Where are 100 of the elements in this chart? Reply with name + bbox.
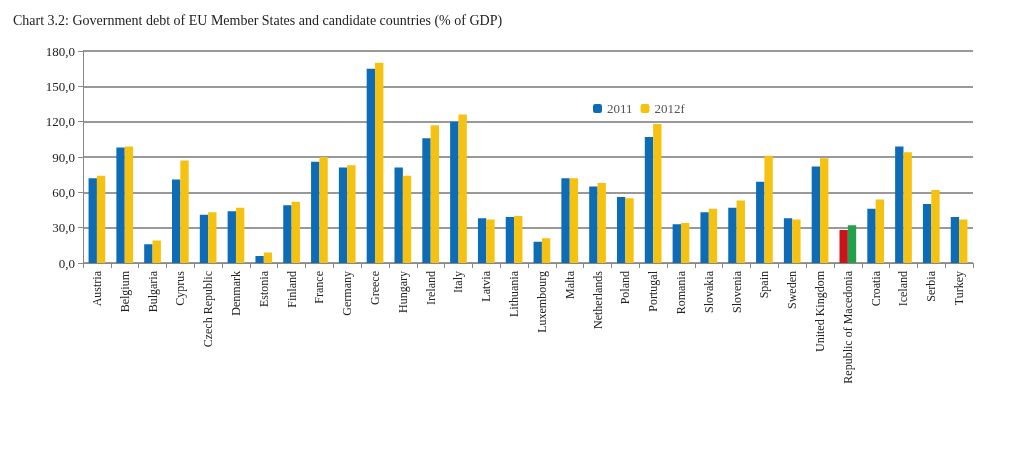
- bar: [477, 218, 487, 263]
- bar: [922, 204, 932, 263]
- bar: [514, 215, 523, 263]
- x-tick-label: Bulgaria: [145, 270, 160, 313]
- x-tick-label: Netherlands: [590, 270, 605, 329]
- bar: [430, 125, 439, 263]
- bar: [700, 212, 709, 263]
- bar: [680, 222, 690, 263]
- bar: [728, 207, 737, 263]
- x-tick-label: Iceland: [896, 271, 911, 307]
- bar: [625, 198, 634, 263]
- bar: [422, 138, 431, 263]
- x-tick-label: Luxembourg: [534, 271, 549, 333]
- bar: [347, 165, 356, 263]
- bar: [811, 166, 821, 263]
- bar: [847, 225, 857, 263]
- bar: [283, 205, 292, 263]
- x-tick-label: Germany: [340, 271, 355, 316]
- x-tick-label: Czech Republic: [201, 271, 216, 348]
- bar: [263, 252, 273, 263]
- bar: [199, 214, 209, 263]
- y-tick-label: 150,0: [45, 78, 75, 94]
- bar: [617, 197, 626, 263]
- x-tick-label: United Kingdom: [813, 270, 828, 352]
- bar: [505, 217, 515, 263]
- bar: [589, 186, 598, 263]
- x-tick-label: Cyprus: [173, 270, 188, 306]
- bar: [736, 200, 745, 263]
- bar: [255, 255, 264, 263]
- bar: [88, 178, 97, 263]
- bar: [144, 244, 153, 263]
- bar: [895, 146, 904, 263]
- x-tick-label: Spain: [757, 271, 772, 299]
- x-tick-label: Sweden: [785, 271, 800, 309]
- bar: [903, 152, 912, 263]
- x-tick-label: Portugal: [646, 270, 661, 312]
- bar: [561, 178, 570, 263]
- y-tick-label: 120,0: [45, 114, 75, 130]
- x-tick-label: Austria: [89, 270, 104, 307]
- bar: [402, 175, 412, 263]
- bar: [486, 219, 495, 263]
- x-tick-label: France: [312, 271, 327, 304]
- x-tick-label: Romania: [673, 270, 688, 315]
- x-tick-label: Finland: [284, 271, 299, 308]
- bar: [319, 157, 328, 263]
- bar: [792, 219, 801, 263]
- bar: [311, 161, 320, 263]
- bar: [959, 219, 968, 263]
- x-tick-label: Poland: [618, 271, 633, 305]
- bar: [708, 208, 718, 263]
- bar: [597, 182, 606, 263]
- bar: [375, 62, 384, 263]
- bar: [291, 201, 300, 263]
- x-tick-label: Ireland: [423, 271, 438, 305]
- bar: [533, 241, 542, 263]
- y-tick-label: 30,0: [52, 220, 75, 236]
- y-tick-label: 180,0: [45, 43, 75, 59]
- legend-label: 2012f: [654, 101, 686, 116]
- y-tick-label: 0,0: [58, 255, 75, 271]
- x-tick-label: Greece: [368, 271, 383, 305]
- x-tick-label: Serbia: [924, 270, 939, 302]
- bar: [227, 211, 236, 263]
- bar: [820, 158, 829, 263]
- bar: [569, 178, 579, 263]
- x-tick-label: Estonia: [256, 270, 271, 307]
- bar: [96, 175, 106, 263]
- x-tick-label: Lithuania: [507, 270, 522, 317]
- bar: [672, 224, 681, 263]
- bar: [458, 114, 467, 263]
- bar: [653, 124, 662, 263]
- x-tick-label: Republic of Macedonia: [840, 270, 855, 384]
- x-tick-label: Italy: [451, 271, 466, 293]
- x-tick-label: Hungary: [395, 271, 410, 313]
- bar: [180, 160, 189, 263]
- bar: [366, 68, 376, 263]
- bar: [950, 217, 960, 263]
- bar: [152, 240, 161, 263]
- x-tick-label: Denmark: [228, 271, 243, 316]
- bar: [450, 121, 459, 263]
- x-tick-label: Croatia: [868, 270, 883, 307]
- bar: [172, 179, 181, 263]
- bar: [867, 208, 876, 263]
- bar: [394, 167, 403, 263]
- bar: [116, 147, 125, 263]
- bar: [338, 167, 348, 263]
- bar: [644, 136, 654, 263]
- x-tick-label: Latvia: [479, 270, 494, 302]
- x-tick-label: Slovakia: [701, 270, 716, 313]
- y-tick-label: 90,0: [52, 149, 75, 165]
- chart-title: Chart 3.2: Government debt of EU Member States and candidate countries (% of GDP): [13, 12, 503, 29]
- bar: [931, 189, 940, 263]
- bar: [756, 181, 765, 263]
- x-tick-label: Malta: [562, 270, 577, 299]
- bar: [875, 199, 884, 263]
- y-tick-label: 60,0: [52, 184, 75, 200]
- x-tick-label: Turkey: [952, 271, 967, 306]
- bar: [541, 238, 551, 263]
- x-tick-label: Belgium: [117, 270, 132, 313]
- bar: [783, 218, 793, 263]
- bar: [124, 146, 134, 263]
